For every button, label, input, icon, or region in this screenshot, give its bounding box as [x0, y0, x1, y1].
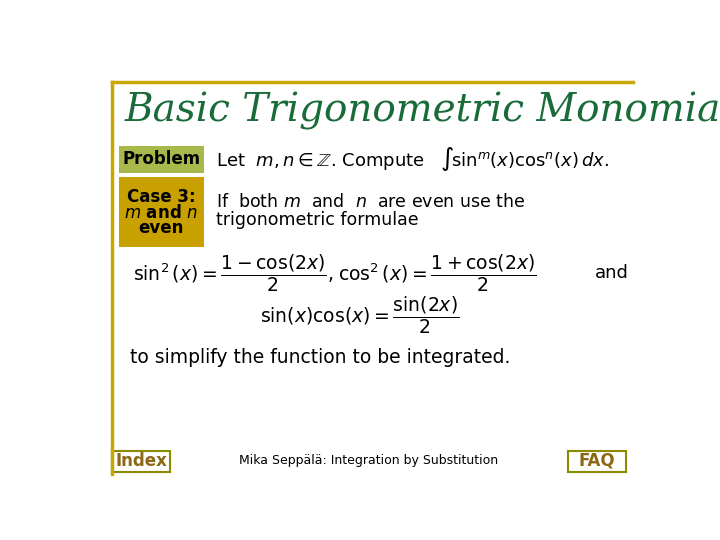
FancyBboxPatch shape	[112, 450, 170, 472]
Text: Mika Seppälä: Integration by Substitution: Mika Seppälä: Integration by Substitutio…	[240, 454, 498, 467]
Text: Let  $m, n \in \mathbb{Z}$. Compute   $\int \! \sin^{m}\!(x)\cos^{n}\!(x)\,dx.$: Let $m, n \in \mathbb{Z}$. Compute $\int…	[215, 145, 608, 173]
Text: $\sin(x)\cos(x) = \dfrac{\sin(2x)}{2}$: $\sin(x)\cos(x) = \dfrac{\sin(2x)}{2}$	[261, 294, 460, 336]
FancyBboxPatch shape	[119, 177, 204, 247]
Text: If  both $m$  and  $n$  are even use the: If both $m$ and $n$ are even use the	[215, 193, 525, 211]
Text: trigonometric formulae: trigonometric formulae	[215, 211, 418, 230]
Text: Case 3:: Case 3:	[127, 188, 196, 206]
Text: and: and	[595, 264, 629, 282]
Text: Problem: Problem	[122, 150, 200, 168]
Text: to simplify the function to be integrated.: to simplify the function to be integrate…	[130, 348, 510, 367]
FancyBboxPatch shape	[119, 146, 204, 173]
Text: $\cos^{2}(x) = \dfrac{1 + \cos(2x)}{2}$: $\cos^{2}(x) = \dfrac{1 + \cos(2x)}{2}$	[338, 252, 536, 294]
Text: FAQ: FAQ	[579, 451, 615, 470]
Text: Index: Index	[115, 451, 167, 470]
Text: $\sin^{2}(x) = \dfrac{1 - \cos(2x)}{2}$,: $\sin^{2}(x) = \dfrac{1 - \cos(2x)}{2}$,	[132, 252, 333, 294]
Text: $m$ and $n$: $m$ and $n$	[125, 204, 199, 221]
Text: even: even	[139, 219, 184, 237]
Text: Basic Trigonometric Monomials 6: Basic Trigonometric Monomials 6	[124, 92, 720, 130]
FancyBboxPatch shape	[568, 450, 626, 472]
